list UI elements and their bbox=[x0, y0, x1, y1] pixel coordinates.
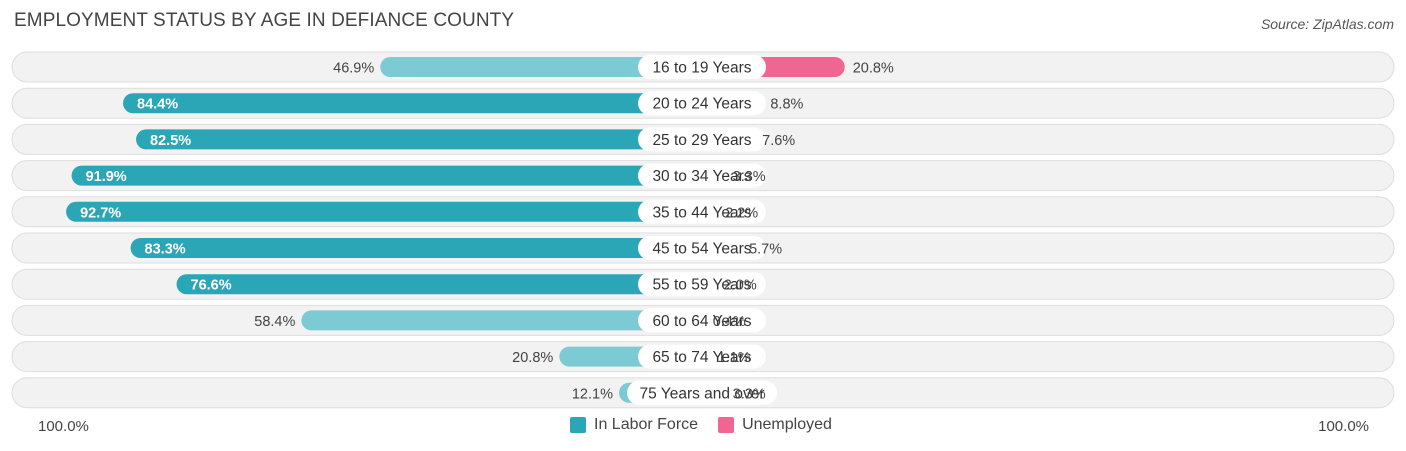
labor-value-label: 58.4% bbox=[254, 314, 295, 330]
chart-canvas: 16 to 19 Years 46.9% 20.8% 20 to 24 Years 84… bbox=[11, 51, 1395, 409]
category-label-bg bbox=[638, 308, 766, 333]
legend: In Labor Force Unemployed bbox=[570, 416, 852, 434]
category-label: 65 to 74 Years bbox=[652, 349, 751, 366]
unemployed-value-label: 7.6% bbox=[762, 133, 795, 149]
labor-value-label: 20.8% bbox=[512, 350, 553, 366]
category-label-bg bbox=[638, 199, 766, 224]
category-label: 60 to 64 Years bbox=[652, 313, 751, 330]
bar-labor-force bbox=[123, 93, 713, 114]
category-label-bg bbox=[627, 380, 777, 405]
legend-label-labor: In Labor Force bbox=[594, 416, 699, 433]
category-label: 20 to 24 Years bbox=[652, 96, 751, 113]
labor-value-label: 92.7% bbox=[80, 205, 121, 221]
unemployed-value-label: 2.0% bbox=[724, 278, 757, 294]
category-label-bg bbox=[638, 163, 766, 188]
axis-right-label: 100.0% bbox=[1318, 418, 1369, 435]
axis-left-label: 100.0% bbox=[38, 418, 89, 435]
labor-value-label: 91.9% bbox=[86, 169, 127, 185]
unemployed-value-label: 3.3% bbox=[733, 386, 766, 402]
labor-value-label: 84.4% bbox=[137, 97, 178, 113]
source-credit: Source: ZipAtlas.com bbox=[1260, 16, 1394, 32]
legend-label-unemployed: Unemployed bbox=[742, 416, 832, 433]
bar-labor-force bbox=[380, 57, 712, 77]
bar-labor-force bbox=[66, 201, 712, 222]
category-label-bg bbox=[638, 55, 766, 79]
labor-value-label: 83.3% bbox=[145, 242, 186, 258]
category-label: 75 Years and over bbox=[640, 385, 765, 402]
unemployed-value-label: 3.3% bbox=[733, 169, 766, 185]
category-label: 55 to 59 Years bbox=[652, 277, 751, 294]
chart-title: EMPLOYMENT STATUS BY AGE IN DEFIANCE COU… bbox=[14, 10, 515, 31]
category-label-bg bbox=[638, 236, 766, 260]
bar-labor-force bbox=[301, 310, 712, 331]
category-label: 45 to 54 Years bbox=[652, 241, 751, 258]
category-label-bg bbox=[638, 344, 766, 369]
category-label: 30 to 34 Years bbox=[652, 168, 751, 185]
legend-item-unemployed[interactable]: Unemployed bbox=[718, 416, 832, 434]
unemployed-value-label: 1.1% bbox=[718, 350, 751, 366]
labor-value-label: 12.1% bbox=[572, 386, 613, 402]
unemployed-value-label: 8.8% bbox=[770, 97, 803, 113]
legend-item-labor[interactable]: In Labor Force bbox=[570, 416, 698, 434]
unemployed-value-label: 0.4% bbox=[713, 314, 746, 330]
category-label: 35 to 44 Years bbox=[652, 204, 751, 221]
bar-labor-force bbox=[136, 129, 713, 150]
legend-swatch-labor bbox=[570, 417, 586, 433]
labor-value-label: 46.9% bbox=[333, 61, 374, 77]
category-label-bg bbox=[638, 127, 766, 152]
legend-swatch-unemployed bbox=[718, 417, 735, 433]
category-label: 25 to 29 Years bbox=[652, 132, 751, 149]
unemployed-value-label: 5.7% bbox=[749, 242, 782, 258]
category-label-bg bbox=[638, 272, 766, 297]
category-label: 16 to 19 Years bbox=[652, 60, 751, 77]
category-label-bg bbox=[638, 91, 766, 116]
unemployed-value-label: 2.2% bbox=[725, 205, 758, 221]
bar-labor-force bbox=[71, 165, 713, 186]
bar-labor-force bbox=[130, 238, 712, 258]
bar-labor-force bbox=[176, 274, 713, 295]
labor-value-label: 76.6% bbox=[191, 278, 232, 294]
labor-value-label: 82.5% bbox=[150, 133, 191, 149]
unemployed-value-label: 20.8% bbox=[853, 61, 894, 77]
